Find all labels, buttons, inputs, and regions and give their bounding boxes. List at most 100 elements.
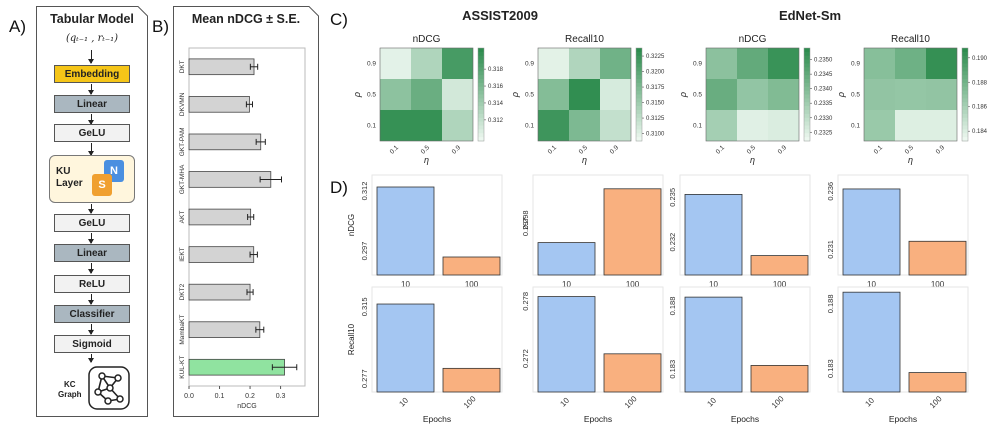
row-label: Recall10 (347, 323, 356, 355)
colorbar-segment (636, 98, 642, 103)
bar-akt (188, 208, 252, 226)
colorbar-tick-label: 0.184 (972, 129, 988, 135)
colorbar-segment (478, 55, 484, 61)
colorbar-segment (478, 79, 484, 84)
ku-layer-block: KU Layer N S (49, 155, 135, 203)
architecture-panel: Tabular Model (qₜ₋₁ , rₜ₋₁) Embedding Li… (36, 6, 148, 417)
x-tick-label: 100 (462, 394, 478, 410)
colorbar-segment (804, 82, 810, 88)
colorbar-segment (804, 75, 810, 80)
x-tick-label: 0.1 (389, 144, 401, 156)
heatmap-cell (706, 110, 737, 141)
bar-epochs-100 (750, 255, 809, 276)
y-tick-label: 0.272 (521, 349, 530, 368)
colorbar-segment (962, 63, 968, 68)
heatmap-frame (379, 47, 474, 142)
y-tick-label: 0.5 (693, 92, 702, 99)
colorbar-tick-label: 0.188 (972, 80, 988, 86)
colorbar-segment (478, 117, 484, 123)
x-tick-label: 0.1 (873, 144, 885, 156)
heatmap-4: Recall10 0.9 0.5 0.1 0.1 0.5 0.9 ρ η 0.190 0.188 0.… (836, 34, 988, 165)
colorbar-segment (962, 110, 968, 115)
colorbar-tick-label: 0.2325 (814, 130, 833, 136)
colorbar-tick-label: 0.3175 (646, 85, 665, 91)
colorbar-segment (478, 125, 484, 130)
heatmap-cell (442, 110, 473, 141)
x-tick-label: 10 (558, 396, 571, 409)
x-tick-label: 0.9 (609, 144, 621, 156)
colorbar-segment (636, 59, 642, 64)
y-tick-label: 0.231 (826, 240, 835, 259)
dataset-title-ednet: EdNet-Sm (778, 8, 842, 23)
y-tick-label: 0.235 (668, 188, 677, 207)
gelu-block-2: GeLU (54, 214, 130, 232)
bar-epochs-100 (442, 367, 501, 393)
colorbar-segment (478, 137, 484, 142)
x-tick-label: 10 (705, 396, 718, 409)
x-tick-label: 0.5 (420, 144, 432, 156)
y-tick-label: 0.1 (693, 123, 702, 130)
bar-epochs-100 (603, 188, 662, 276)
colorbar-segment (636, 106, 642, 111)
colorbar-segment (804, 86, 810, 92)
ku-layer-label: KU Layer (56, 166, 83, 189)
colorbar-segment (962, 133, 968, 138)
category-label: IEKT (179, 247, 186, 261)
x-tick-label: 0.1 (215, 393, 225, 400)
colorbar-segment (804, 55, 810, 61)
colorbar-segment (804, 71, 810, 76)
bar-epochs-10 (376, 186, 435, 276)
heatmap-cell (600, 110, 631, 141)
bar-epochs-10 (842, 291, 901, 393)
y-tick-label: 0.1 (367, 123, 376, 130)
colorbar-segment (962, 94, 968, 99)
x-tick-label: 0.2 (245, 393, 255, 400)
y-tick-label: 0.5 (367, 92, 376, 99)
heatmap-cell (569, 79, 600, 110)
heatmap-2: Recall10 0.9 0.5 0.1 0.1 0.5 0.9 ρ η 0.3225 0.3200… (510, 34, 665, 165)
colorbar-segment (804, 110, 810, 115)
colorbar-segment (478, 110, 484, 115)
y-tick-label: 0.297 (360, 242, 369, 261)
y-axis-label: ρ (352, 92, 362, 98)
epoch-chart-6: 10 100 0.278 0.272 Epochs (521, 286, 664, 424)
colorbar-segment (478, 75, 484, 80)
colorbar-segment (962, 75, 968, 80)
category-label: KUL-KT (179, 356, 186, 379)
gelu-block-1: GeLU (54, 124, 130, 142)
category-label: GKT-PAM (179, 127, 186, 156)
heatmap-title: Recall10 (891, 34, 930, 45)
colorbar-tick-label: 0.312 (488, 118, 504, 124)
x-tick-label: 100 (623, 394, 639, 410)
dataset-title-assist2009: ASSIST2009 (462, 8, 538, 23)
colorbar-segment (478, 71, 484, 76)
x-tick-label: 0.1 (547, 144, 559, 156)
panel-b-label: B) (152, 17, 169, 36)
colorbar-segment (804, 102, 810, 107)
y-axis-label: ρ (836, 92, 846, 98)
colorbar-segment (636, 133, 642, 138)
y-axis-label: ρ (510, 92, 520, 98)
heatmap-cell (538, 79, 569, 110)
colorbar-tick-label: 0.3100 (646, 132, 665, 138)
y-tick-label: 0.1 (851, 123, 860, 130)
category-label: MambaKT (179, 315, 186, 345)
panel-b-title: Mean nDCG ± S.E. (191, 12, 301, 26)
heatmap-cell (380, 79, 411, 110)
colorbar-tick-label: 0.314 (488, 101, 504, 107)
heatmap-cell (926, 79, 957, 110)
heatmap-cell (926, 48, 957, 79)
colorbar-segment (636, 55, 642, 61)
x-tick-label: 0.9 (451, 144, 463, 156)
colorbar-segment (478, 102, 484, 107)
colorbar-segment (478, 113, 484, 119)
bar-dkvmn (188, 96, 250, 113)
colorbar-segment (478, 86, 484, 92)
architecture-input: (qₜ₋₁ , rₜ₋₁) (65, 33, 119, 44)
colorbar-segment (636, 110, 642, 115)
colorbar-segment (962, 90, 968, 95)
x-tick-label: 0.5 (578, 144, 590, 156)
bar-epochs-10 (376, 303, 435, 393)
heatmap-cell (569, 48, 600, 79)
epoch-chart-5: 10 100 0.315 0.277 Epochs Recall10 (347, 286, 503, 424)
